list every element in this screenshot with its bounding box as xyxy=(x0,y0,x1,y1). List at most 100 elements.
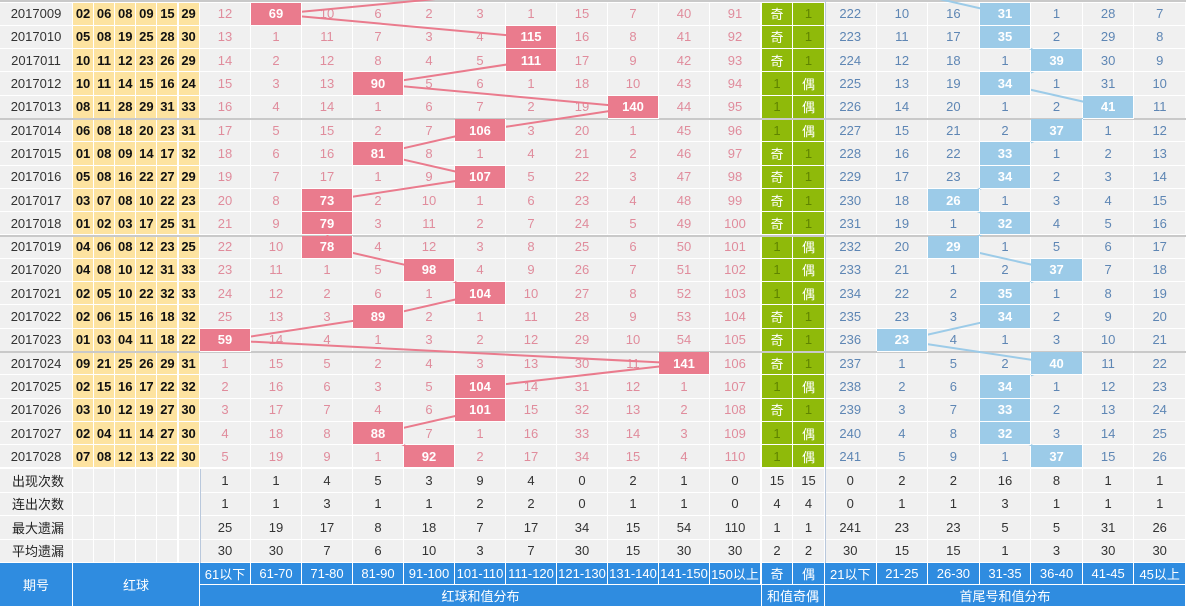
header-sum-bucket[interactable]: 71-80 xyxy=(302,563,353,585)
tail-miss-cell: 1 xyxy=(1082,119,1135,143)
sum-miss-cell: 102 xyxy=(710,258,761,283)
header-odd-even[interactable]: 偶 xyxy=(793,563,825,585)
red-ball: 18 xyxy=(157,328,179,352)
header-sum-bucket[interactable]: 61-70 xyxy=(251,563,302,585)
header-odd-even[interactable]: 奇 xyxy=(762,563,793,585)
odd-even-cell: 奇 xyxy=(762,188,793,213)
odd-even-cell: 偶 xyxy=(793,375,825,399)
tail-miss-cell: 13 xyxy=(1134,142,1186,166)
red-ball: 22 xyxy=(178,328,200,352)
sum-hit-cell: 111 xyxy=(506,49,557,73)
period-cell: 2017025 xyxy=(0,375,73,399)
sum-miss-cell: 2 xyxy=(404,2,455,26)
header-tail-bucket[interactable]: 21-25 xyxy=(876,563,929,585)
header-period[interactable]: 期号 xyxy=(0,563,73,607)
sum-miss-cell: 10 xyxy=(608,328,659,352)
odd-even-cell: 1 xyxy=(793,398,825,422)
sum-miss-cell: 1 xyxy=(506,72,557,96)
sum-miss-cell: 52 xyxy=(659,282,710,306)
sum-miss-cell: 7 xyxy=(404,421,455,446)
tail-miss-cell: 5 xyxy=(1082,212,1135,236)
period-cell: 2017011 xyxy=(0,49,73,73)
sum-miss-cell: 14 xyxy=(251,328,302,352)
header-sum-bucket[interactable]: 131-140 xyxy=(608,563,659,585)
tail-miss-cell: 223 xyxy=(825,25,877,50)
sum-miss-cell: 2 xyxy=(506,95,557,119)
stat-value: 1 xyxy=(876,492,929,516)
tail-miss-cell: 1 xyxy=(979,49,1032,73)
tail-miss-cell: 12 xyxy=(1134,119,1186,143)
sum-miss-cell: 1 xyxy=(353,328,404,352)
stat-value: 4 xyxy=(793,492,825,516)
stat-label: 平均遗漏 xyxy=(0,539,73,563)
sum-hit-cell: 89 xyxy=(353,305,404,329)
tail-miss-cell: 3 xyxy=(928,305,980,329)
header-tail-bucket[interactable]: 45以上 xyxy=(1134,563,1186,585)
header-sum-bucket[interactable]: 121-130 xyxy=(557,563,608,585)
header-sum-bucket[interactable]: 91-100 xyxy=(404,563,455,585)
tail-miss-cell: 2 xyxy=(979,258,1032,283)
red-ball: 27 xyxy=(157,165,179,189)
header-tail-bucket[interactable]: 41-45 xyxy=(1082,563,1135,585)
tail-miss-cell: 10 xyxy=(1082,328,1135,352)
tail-miss-cell: 3 xyxy=(1082,165,1135,189)
header-sum-bucket[interactable]: 111-120 xyxy=(506,563,557,585)
tail-miss-cell: 24 xyxy=(1134,398,1186,422)
sum-miss-cell: 17 xyxy=(557,49,608,73)
tail-hit-cell: 41 xyxy=(1082,95,1135,119)
sum-miss-cell: 2 xyxy=(455,328,506,352)
red-ball: 03 xyxy=(73,188,95,213)
sum-miss-cell: 1 xyxy=(455,305,506,329)
stat-value: 3 xyxy=(404,469,455,493)
tail-miss-cell: 2 xyxy=(1031,165,1083,189)
tail-miss-cell: 19 xyxy=(876,212,929,236)
header-tail-bucket[interactable]: 36-40 xyxy=(1031,563,1083,585)
header-tail-bucket[interactable]: 26-30 xyxy=(928,563,980,585)
stat-value: 0 xyxy=(825,492,877,516)
sum-miss-cell: 4 xyxy=(608,188,659,213)
tail-miss-cell: 227 xyxy=(825,119,877,143)
tail-miss-cell: 19 xyxy=(928,72,980,96)
header-sum-bucket[interactable]: 101-110 xyxy=(455,563,506,585)
sum-miss-cell: 18 xyxy=(200,142,251,166)
header-sum-bucket[interactable]: 61以下 xyxy=(200,563,251,585)
tail-miss-cell: 1 xyxy=(979,328,1032,352)
tail-miss-cell: 1 xyxy=(1031,375,1083,399)
sum-miss-cell: 21 xyxy=(557,142,608,166)
sum-miss-cell: 11 xyxy=(251,258,302,283)
tail-miss-cell: 5 xyxy=(876,445,929,469)
empty-cell xyxy=(178,539,200,563)
header-tail-bucket[interactable]: 31-35 xyxy=(979,563,1032,585)
header-tail-bucket[interactable]: 21以下 xyxy=(825,563,877,585)
tail-miss-cell: 1 xyxy=(1031,72,1083,96)
red-ball: 09 xyxy=(115,142,137,166)
sum-miss-cell: 14 xyxy=(200,49,251,73)
tail-miss-cell: 22 xyxy=(928,142,980,166)
odd-even-cell: 奇 xyxy=(762,165,793,189)
empty-cell xyxy=(94,469,116,493)
red-ball: 22 xyxy=(136,282,158,306)
tail-miss-cell: 18 xyxy=(928,49,980,73)
sum-miss-cell: 2 xyxy=(455,445,506,469)
red-ball: 01 xyxy=(73,212,95,236)
sum-miss-cell: 11 xyxy=(302,25,353,50)
header-sum-bucket[interactable]: 81-90 xyxy=(353,563,404,585)
header-sum-bucket[interactable]: 150以上 xyxy=(710,563,761,585)
odd-even-cell: 奇 xyxy=(762,142,793,166)
empty-cell xyxy=(157,539,179,563)
header-red-ball[interactable]: 红球 xyxy=(73,563,200,607)
header-sum-bucket[interactable]: 141-150 xyxy=(659,563,710,585)
sum-miss-cell: 12 xyxy=(200,2,251,26)
stat-value: 0 xyxy=(825,469,877,493)
sum-miss-cell: 54 xyxy=(659,328,710,352)
sum-miss-cell: 13 xyxy=(608,398,659,422)
stat-value: 9 xyxy=(455,469,506,493)
tail-miss-cell: 19 xyxy=(1134,282,1186,306)
tail-miss-cell: 228 xyxy=(825,142,877,166)
sum-miss-cell: 7 xyxy=(404,119,455,143)
sum-miss-cell: 3 xyxy=(251,72,302,96)
sum-miss-cell: 1 xyxy=(506,2,557,26)
sum-miss-cell: 2 xyxy=(302,282,353,306)
odd-even-cell: 1 xyxy=(762,282,793,306)
sum-miss-cell: 43 xyxy=(659,72,710,96)
